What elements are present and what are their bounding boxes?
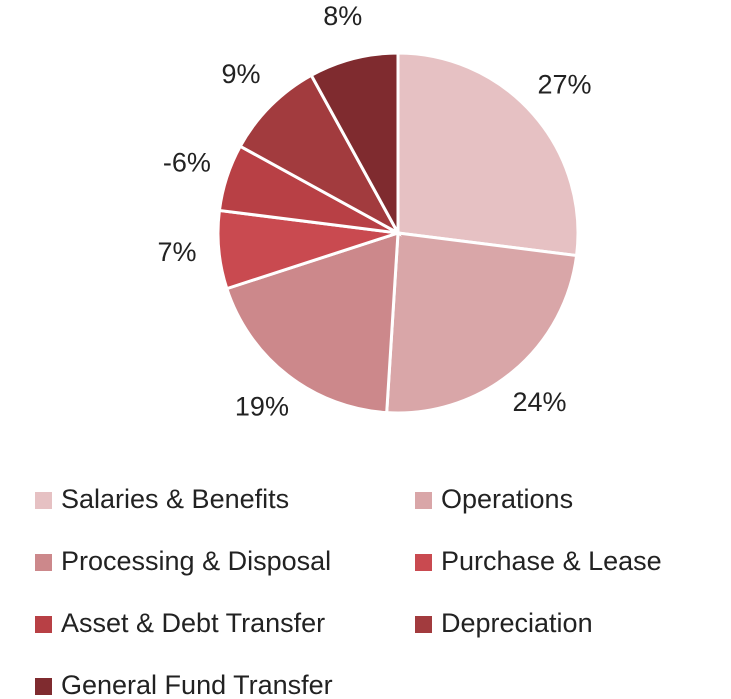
legend-label: General Fund Transfer <box>61 670 333 699</box>
legend-label: Asset & Debt Transfer <box>61 608 325 638</box>
data-label: 27% <box>538 69 592 99</box>
pie-slice <box>224 230 400 415</box>
legend-swatch <box>35 554 52 571</box>
pie-slice <box>396 51 580 258</box>
legend-swatch <box>415 492 432 509</box>
pie-slice <box>309 51 400 234</box>
data-label: 24% <box>512 387 566 417</box>
data-label: 9% <box>222 59 261 89</box>
legend-label: Salaries & Benefits <box>61 484 289 514</box>
legend-label: Depreciation <box>441 608 593 638</box>
legend-label: Purchase & Lease <box>441 546 662 576</box>
legend-swatch <box>415 616 432 633</box>
data-label: 8% <box>323 1 362 31</box>
data-label: -6% <box>163 148 211 178</box>
pie-slice <box>385 231 579 415</box>
legend-swatch <box>415 554 432 571</box>
data-label: 7% <box>157 237 196 267</box>
pie-slice <box>238 73 402 237</box>
legend-swatch <box>35 678 52 695</box>
legend-label: Processing & Disposal <box>61 546 331 576</box>
legend-swatch <box>35 492 52 509</box>
data-label: 19% <box>235 392 289 422</box>
legend-label: Operations <box>441 484 573 514</box>
legend-swatch <box>35 616 52 633</box>
